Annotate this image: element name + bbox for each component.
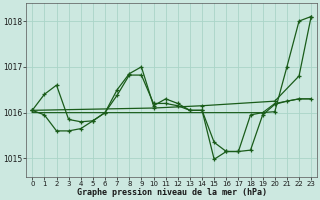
- X-axis label: Graphe pression niveau de la mer (hPa): Graphe pression niveau de la mer (hPa): [77, 188, 267, 197]
